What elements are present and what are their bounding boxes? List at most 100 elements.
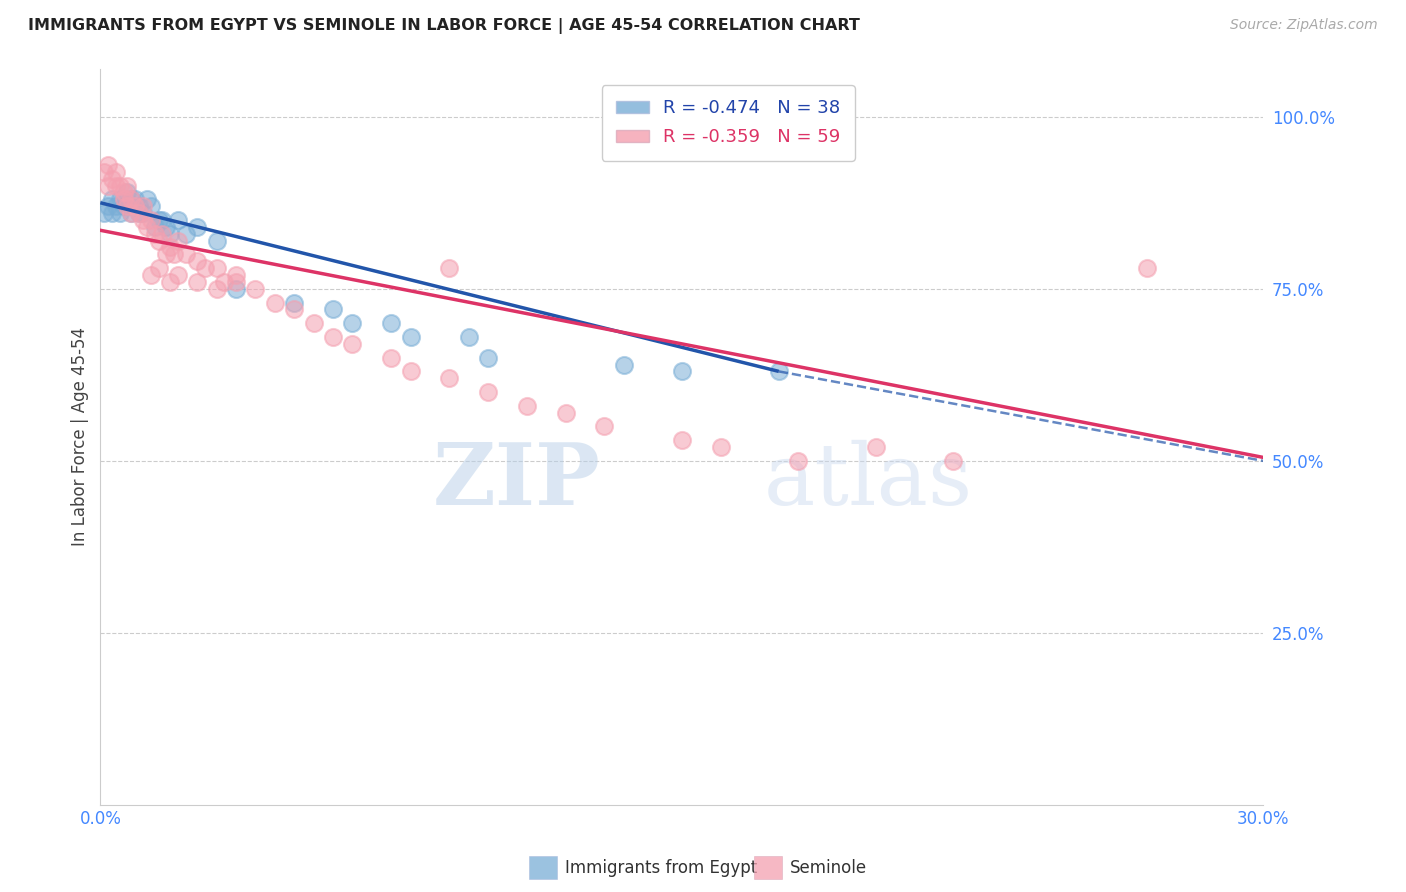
Point bbox=[671, 434, 693, 448]
Point bbox=[225, 268, 247, 282]
Point bbox=[342, 337, 364, 351]
Point bbox=[150, 227, 173, 241]
Text: Source: ZipAtlas.com: Source: ZipAtlas.com bbox=[1230, 18, 1378, 32]
Point bbox=[163, 247, 186, 261]
Point bbox=[167, 213, 190, 227]
Point bbox=[613, 358, 636, 372]
Point bbox=[135, 219, 157, 234]
Point bbox=[93, 206, 115, 220]
Point bbox=[554, 406, 576, 420]
Point bbox=[117, 199, 139, 213]
Point bbox=[283, 302, 305, 317]
Point bbox=[117, 186, 139, 200]
Text: Immigrants from Egypt: Immigrants from Egypt bbox=[565, 859, 758, 877]
Point bbox=[112, 186, 135, 200]
Point bbox=[132, 206, 155, 220]
Point bbox=[148, 213, 170, 227]
Point bbox=[174, 227, 197, 241]
Point bbox=[787, 454, 810, 468]
Point bbox=[593, 419, 616, 434]
Point bbox=[302, 316, 325, 330]
Point bbox=[710, 440, 733, 454]
Point bbox=[205, 282, 228, 296]
Point bbox=[108, 192, 131, 206]
Point bbox=[139, 268, 162, 282]
Point bbox=[245, 282, 267, 296]
Point bbox=[148, 234, 170, 248]
Y-axis label: In Labor Force | Age 45-54: In Labor Force | Age 45-54 bbox=[72, 327, 89, 546]
Point bbox=[128, 199, 150, 213]
Text: ZIP: ZIP bbox=[433, 439, 600, 523]
Point bbox=[124, 199, 146, 213]
Point bbox=[120, 192, 142, 206]
Point bbox=[117, 178, 139, 193]
Point bbox=[399, 330, 422, 344]
Point bbox=[128, 206, 150, 220]
Text: IMMIGRANTS FROM EGYPT VS SEMINOLE IN LABOR FORCE | AGE 45-54 CORRELATION CHART: IMMIGRANTS FROM EGYPT VS SEMINOLE IN LAB… bbox=[28, 18, 860, 34]
Point bbox=[117, 199, 139, 213]
Point bbox=[942, 454, 965, 468]
Point bbox=[120, 192, 142, 206]
Text: Seminole: Seminole bbox=[790, 859, 868, 877]
Point bbox=[159, 227, 181, 241]
Point bbox=[380, 351, 402, 365]
Point bbox=[97, 199, 120, 213]
Point bbox=[380, 316, 402, 330]
Point bbox=[155, 219, 177, 234]
Point bbox=[263, 295, 285, 310]
Point bbox=[112, 199, 135, 213]
Point bbox=[186, 219, 208, 234]
Point bbox=[768, 364, 790, 378]
Point bbox=[865, 440, 887, 454]
Point bbox=[477, 385, 499, 400]
Point bbox=[159, 240, 181, 254]
Point bbox=[225, 275, 247, 289]
Point bbox=[671, 364, 693, 378]
Point bbox=[104, 165, 127, 179]
Point bbox=[322, 330, 344, 344]
Point bbox=[128, 206, 150, 220]
Point bbox=[120, 206, 142, 220]
Point bbox=[139, 213, 162, 227]
Point bbox=[457, 330, 479, 344]
Point bbox=[124, 192, 146, 206]
Point bbox=[1136, 261, 1159, 276]
Point bbox=[93, 165, 115, 179]
Point bbox=[97, 178, 120, 193]
Point bbox=[155, 247, 177, 261]
Point bbox=[194, 261, 217, 276]
Point bbox=[439, 261, 461, 276]
Point bbox=[104, 199, 127, 213]
Point bbox=[132, 199, 155, 213]
Point bbox=[97, 158, 120, 172]
Point bbox=[143, 227, 166, 241]
Point bbox=[174, 247, 197, 261]
Point bbox=[167, 234, 190, 248]
Point bbox=[186, 275, 208, 289]
Point bbox=[143, 219, 166, 234]
Point bbox=[135, 192, 157, 206]
Point bbox=[399, 364, 422, 378]
Point bbox=[477, 351, 499, 365]
Point bbox=[205, 261, 228, 276]
Point bbox=[159, 275, 181, 289]
Point bbox=[439, 371, 461, 385]
Point bbox=[112, 192, 135, 206]
Point bbox=[214, 275, 236, 289]
Point bbox=[148, 261, 170, 276]
Point bbox=[101, 206, 124, 220]
Point bbox=[108, 178, 131, 193]
Point bbox=[101, 171, 124, 186]
Point bbox=[150, 213, 173, 227]
Point bbox=[132, 213, 155, 227]
Point bbox=[101, 192, 124, 206]
Point bbox=[205, 234, 228, 248]
Point bbox=[342, 316, 364, 330]
Legend: R = -0.474   N = 38, R = -0.359   N = 59: R = -0.474 N = 38, R = -0.359 N = 59 bbox=[602, 85, 855, 161]
Point bbox=[167, 268, 190, 282]
Point bbox=[322, 302, 344, 317]
Point bbox=[283, 295, 305, 310]
Point bbox=[516, 399, 538, 413]
Point bbox=[108, 206, 131, 220]
Point bbox=[120, 206, 142, 220]
